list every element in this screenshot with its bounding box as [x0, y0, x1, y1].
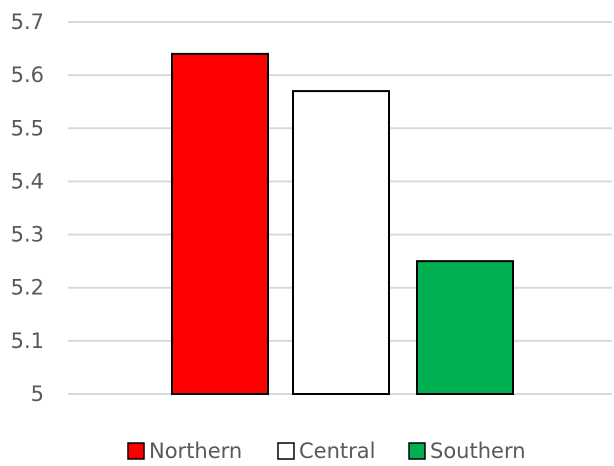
- bar-southern: [416, 260, 514, 395]
- legend-label-central: Central: [299, 439, 375, 463]
- legend-swatch-central: [277, 442, 295, 460]
- y-tick-label: 5.6: [11, 63, 44, 87]
- legend-swatch-southern: [408, 442, 426, 460]
- bars: [171, 52, 514, 396]
- y-tick-label: 5.7: [11, 10, 44, 34]
- legend: Northern Central Southern: [127, 439, 526, 463]
- bar-central: [292, 90, 390, 395]
- y-tick-label: 5.4: [11, 169, 44, 193]
- bar-northern: [171, 52, 269, 396]
- legend-swatch-northern: [127, 442, 145, 460]
- y-tick-label: 5: [31, 382, 44, 406]
- y-tick-label: 5.3: [11, 223, 44, 247]
- legend-label-southern: Southern: [430, 439, 526, 463]
- legend-label-northern: Northern: [149, 439, 242, 463]
- y-tick-label: 5.5: [11, 116, 44, 140]
- y-tick-label: 5.1: [11, 329, 44, 353]
- y-tick-label: 5.2: [11, 276, 44, 300]
- y-axis-tick-labels: 5 5.1 5.2 5.3 5.4 5.5 5.6 5.7: [11, 10, 44, 406]
